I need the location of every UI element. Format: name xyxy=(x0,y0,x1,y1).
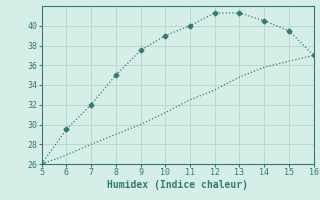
X-axis label: Humidex (Indice chaleur): Humidex (Indice chaleur) xyxy=(107,180,248,190)
